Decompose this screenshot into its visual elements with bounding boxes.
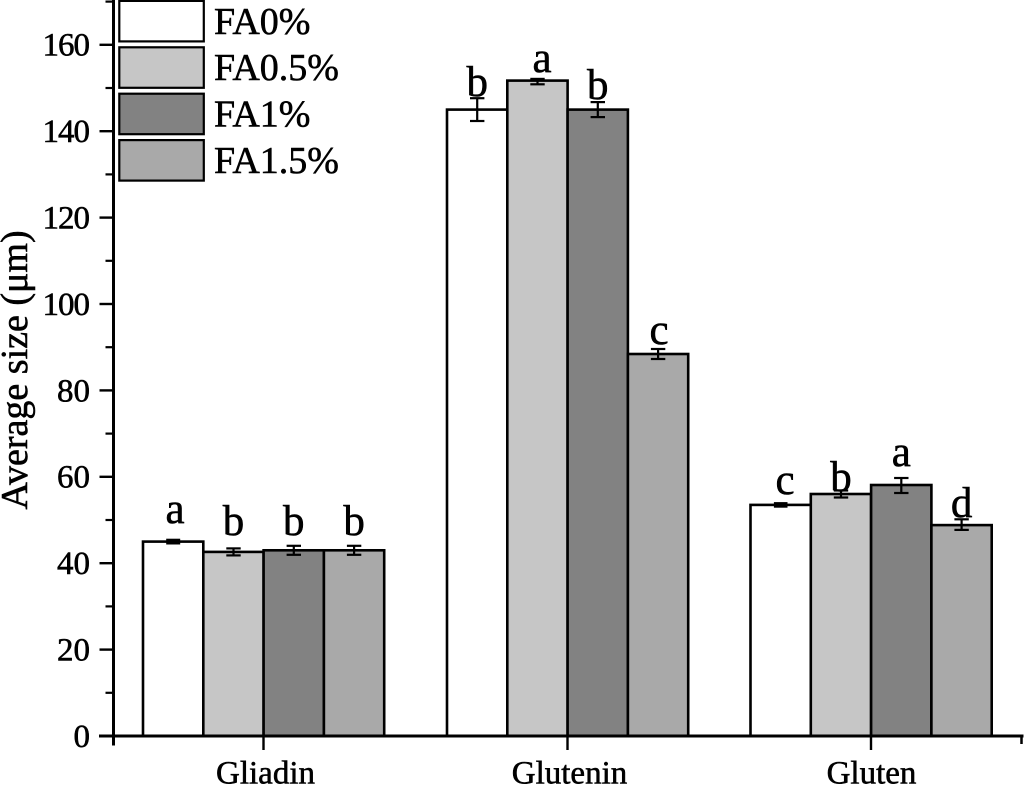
svg-text:a: a: [892, 429, 911, 476]
svg-text:140: 140: [43, 114, 91, 150]
svg-text:FA0.5%: FA0.5%: [214, 47, 339, 89]
svg-text:60: 60: [57, 460, 90, 496]
svg-text:b: b: [343, 498, 365, 545]
svg-text:a: a: [532, 35, 551, 82]
svg-text:120: 120: [43, 201, 91, 237]
svg-text:c: c: [775, 457, 794, 504]
svg-text:0: 0: [74, 719, 91, 755]
svg-text:c: c: [649, 307, 668, 354]
svg-text:Glutenin: Glutenin: [512, 756, 627, 785]
svg-text:Average size (μm): Average size (μm): [0, 230, 36, 509]
svg-text:b: b: [223, 498, 245, 545]
svg-text:b: b: [283, 498, 305, 545]
svg-text:a: a: [165, 486, 184, 533]
svg-text:160: 160: [43, 28, 91, 64]
svg-text:20: 20: [57, 633, 90, 669]
svg-text:d: d: [951, 480, 973, 527]
svg-text:b: b: [830, 454, 852, 501]
svg-text:FA1%: FA1%: [214, 94, 310, 136]
svg-text:40: 40: [57, 546, 90, 582]
svg-text:FA0%: FA0%: [214, 1, 310, 43]
svg-text:b: b: [587, 62, 609, 109]
svg-text:100: 100: [43, 287, 91, 323]
svg-text:Gliadin: Gliadin: [216, 756, 315, 785]
svg-text:b: b: [466, 59, 488, 106]
svg-text:Gluten: Gluten: [827, 756, 917, 785]
svg-text:80: 80: [57, 373, 90, 409]
svg-text:FA1.5%: FA1.5%: [214, 140, 339, 182]
